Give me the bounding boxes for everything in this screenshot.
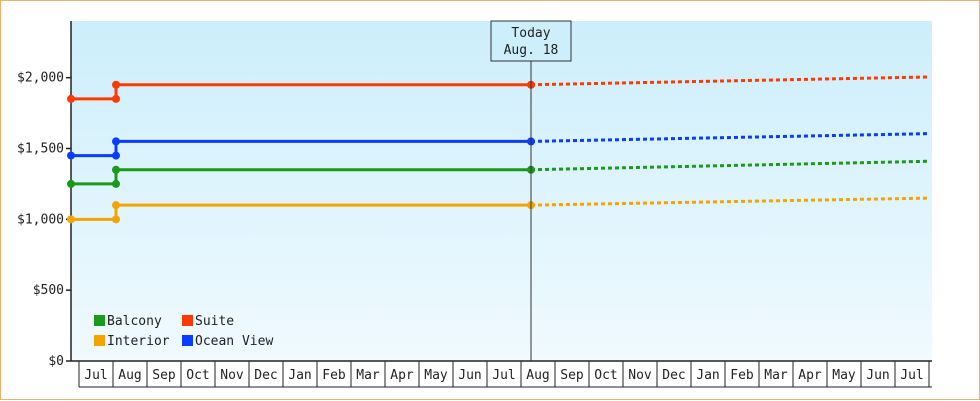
legend-swatch bbox=[94, 335, 105, 346]
x-tick-label: May bbox=[832, 368, 856, 383]
data-point bbox=[112, 179, 120, 188]
series-line bbox=[71, 83, 531, 101]
series-ocean-view bbox=[67, 132, 930, 160]
today-callout-label: Aug. 18 bbox=[504, 43, 559, 58]
data-point bbox=[112, 215, 120, 224]
x-tick-label: Jun bbox=[458, 368, 481, 383]
y-tick-label: $2,000 bbox=[17, 71, 64, 86]
y-axis: $0 $500 $1,000 $1,500 $2,000 bbox=[17, 21, 72, 369]
today-callout-box bbox=[490, 20, 572, 62]
legend-item: Ocean View bbox=[182, 334, 273, 349]
series-line bbox=[71, 203, 531, 221]
x-tick-label: Oct bbox=[186, 368, 209, 383]
legend-item: Balcony bbox=[94, 314, 162, 329]
legend-label: Balcony bbox=[107, 314, 162, 329]
data-point bbox=[112, 165, 120, 174]
y-tick-label: $1,500 bbox=[17, 142, 64, 157]
data-point bbox=[112, 201, 120, 210]
legend-item: Suite bbox=[182, 314, 234, 329]
x-tick-label: May bbox=[424, 368, 448, 383]
x-tick-label: Feb bbox=[730, 368, 754, 383]
data-point bbox=[67, 151, 75, 160]
x-tick-label: Nov bbox=[220, 368, 244, 383]
x-tick-label: Nov bbox=[628, 368, 652, 383]
series-layer bbox=[67, 75, 930, 224]
legend-label: Ocean View bbox=[195, 334, 273, 349]
data-point bbox=[67, 215, 75, 224]
data-point bbox=[112, 137, 120, 146]
y-tick-label: $1,000 bbox=[17, 212, 64, 227]
data-point bbox=[67, 94, 75, 103]
x-tick-label: Jul bbox=[900, 368, 923, 383]
legend-label: Interior bbox=[107, 334, 170, 349]
x-tick-label: Sep bbox=[152, 368, 176, 383]
x-axis: Jul Aug Sep Oct Nov Dec Jan Feb Mar Apr May Jun Jul A… bbox=[71, 360, 932, 388]
x-tick-label: Jan bbox=[288, 368, 311, 383]
legend-label: Suite bbox=[195, 314, 234, 329]
data-point bbox=[112, 80, 120, 89]
plot-background bbox=[71, 21, 932, 361]
today-callout-label: Today bbox=[511, 26, 550, 41]
x-tick-label: Jul bbox=[84, 368, 107, 383]
x-tick-label: Aug bbox=[526, 368, 549, 383]
legend: Balcony Suite Interior Ocean View bbox=[94, 314, 273, 349]
legend-swatch bbox=[182, 315, 193, 326]
x-tick-label: Feb bbox=[322, 368, 346, 383]
series-line bbox=[71, 168, 531, 186]
legend-swatch bbox=[182, 335, 193, 346]
x-tick-label: Dec bbox=[254, 368, 277, 383]
series-line bbox=[71, 139, 531, 158]
x-tick-label: Apr bbox=[798, 368, 822, 383]
data-point bbox=[67, 179, 75, 188]
x-tick-label: Jan bbox=[696, 368, 719, 383]
series-interior bbox=[67, 196, 930, 224]
x-tick-label: Mar bbox=[764, 368, 788, 383]
legend-swatch bbox=[94, 315, 105, 326]
x-tick-label: Jul bbox=[492, 368, 515, 383]
series-forecast-line bbox=[530, 159, 930, 172]
series-forecast-line bbox=[530, 132, 930, 143]
data-point bbox=[112, 151, 120, 160]
x-tick-label: Mar bbox=[356, 368, 380, 383]
x-tick-label: Apr bbox=[390, 368, 414, 383]
x-tick-label: Oct bbox=[594, 368, 617, 383]
legend-item: Interior bbox=[94, 334, 170, 349]
today-marker: Today Aug. 18 bbox=[490, 20, 572, 361]
y-tick-label: $0 bbox=[48, 354, 64, 369]
y-tick-label: $500 bbox=[33, 283, 64, 298]
x-tick-label: Dec bbox=[662, 368, 685, 383]
x-tick-label: Aug bbox=[118, 368, 141, 383]
series-forecast-line bbox=[530, 196, 930, 207]
x-tick-label: Jun bbox=[866, 368, 889, 383]
series-suite bbox=[67, 75, 930, 103]
series-forecast-line bbox=[530, 75, 930, 87]
x-tick-label: Sep bbox=[560, 368, 584, 383]
data-point bbox=[112, 94, 120, 103]
series-balcony bbox=[67, 159, 930, 188]
